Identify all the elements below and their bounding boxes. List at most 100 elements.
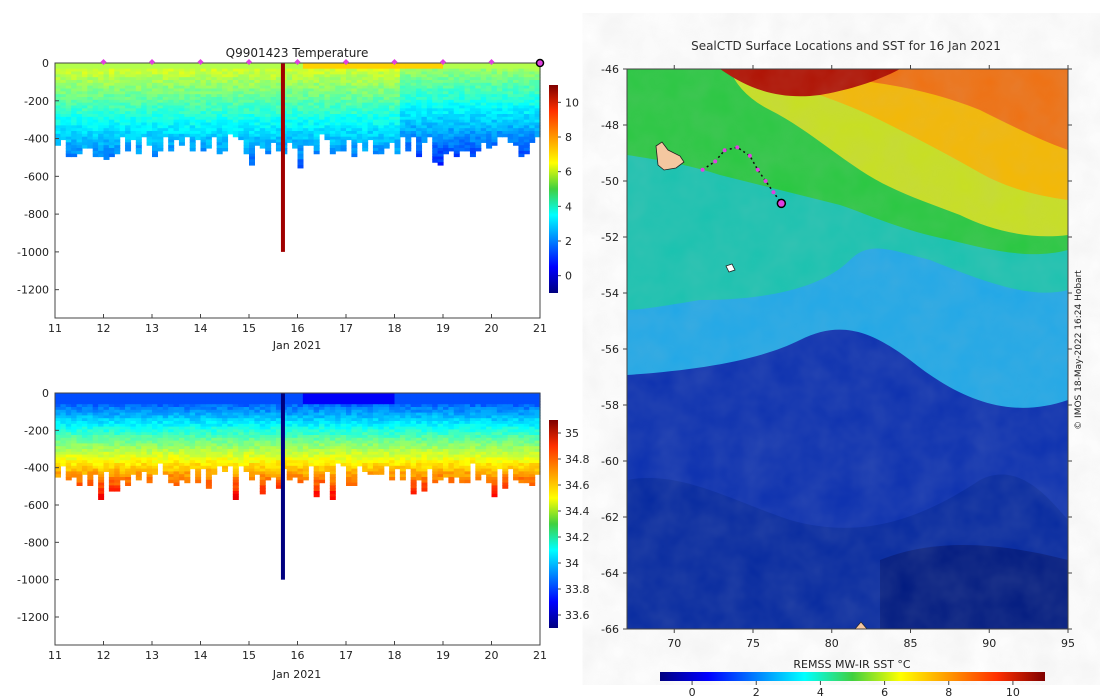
y-tick-label: -400 (24, 133, 49, 146)
section-cell (335, 97, 342, 101)
section-cell (178, 421, 185, 425)
section-cell (178, 474, 185, 478)
section-cell (340, 99, 347, 104)
section-cell (184, 108, 191, 112)
section-cell (389, 128, 396, 132)
section-cell (205, 465, 212, 470)
section-cell (432, 88, 439, 92)
section-cell (432, 479, 439, 484)
section-cell (92, 440, 99, 444)
section-cell (168, 97, 175, 101)
section-cell (141, 446, 148, 450)
section-cell (130, 412, 137, 416)
section-cell (184, 133, 191, 138)
section-cell (308, 460, 315, 464)
section-cell (346, 119, 352, 124)
section-cell (518, 63, 525, 67)
section-cell (254, 443, 261, 447)
section-cell (125, 435, 132, 439)
section-cell (475, 125, 482, 129)
section-cell (313, 465, 320, 470)
section-cell (243, 465, 250, 470)
temperature-title: Q9901423 Temperature (226, 46, 369, 60)
section-cell (232, 77, 239, 81)
section-cell (71, 440, 78, 444)
section-cell (87, 432, 94, 436)
section-cell (416, 116, 423, 121)
section-cell (189, 65, 196, 70)
section-cell (340, 443, 347, 447)
section-cell (491, 108, 498, 112)
section-cell (313, 102, 320, 107)
section-cell (437, 451, 444, 456)
section-cell (211, 99, 218, 104)
section-cell (437, 449, 444, 453)
section-cell (227, 407, 234, 411)
section-cell (308, 77, 315, 81)
section-cell (486, 65, 493, 70)
section-cell (329, 409, 336, 414)
section-cell (146, 404, 153, 408)
section-cell (362, 122, 369, 126)
section-cell (399, 65, 406, 70)
section-cell (173, 457, 180, 461)
section-cell (367, 77, 374, 81)
section-cell (372, 63, 379, 67)
section-cell (426, 415, 433, 419)
section-cell (178, 477, 185, 481)
section-cell (389, 426, 396, 430)
section-cell (108, 395, 115, 400)
section-cell (421, 65, 428, 70)
section-cell (232, 449, 239, 453)
section-cell (87, 108, 94, 112)
section-cell (243, 105, 250, 109)
section-cell (378, 465, 385, 470)
section-cell (378, 457, 385, 461)
section-cell (399, 71, 406, 75)
section-cell (356, 401, 363, 405)
section-cell (319, 102, 326, 107)
section-cell (135, 435, 142, 439)
section-cell (108, 77, 115, 81)
section-cell (432, 468, 439, 472)
section-cell (437, 429, 444, 433)
section-cell (443, 474, 449, 478)
section-cell (437, 435, 444, 439)
section-cell (416, 139, 423, 143)
section-cell (87, 119, 94, 124)
section-cell (340, 437, 347, 442)
section-cell (486, 99, 493, 104)
section-cell (98, 496, 105, 500)
section-cell (270, 415, 277, 419)
section-cell (238, 451, 245, 456)
section-cell (55, 418, 61, 422)
section-cell (421, 80, 428, 84)
section-cell (92, 468, 99, 472)
section-cell (308, 122, 315, 126)
section-cell (65, 88, 72, 92)
section-cell (173, 409, 180, 414)
section-cell (405, 99, 412, 104)
section-cell (168, 116, 175, 121)
section-cell (302, 457, 309, 461)
section-cell (130, 446, 137, 450)
section-cell (286, 139, 293, 143)
section-cell (351, 150, 358, 155)
section-cell (125, 114, 132, 118)
section-cell (410, 80, 417, 84)
section-cell (297, 77, 304, 81)
section-cell (362, 451, 369, 456)
section-cell (173, 80, 180, 84)
section-cell (367, 443, 374, 447)
section-cell (146, 74, 153, 78)
section-cell (71, 63, 78, 67)
section-cell (173, 68, 180, 73)
section-cell (184, 429, 191, 433)
section-cell (448, 99, 455, 104)
section-cell (157, 68, 164, 73)
section-cell (275, 401, 282, 405)
section-cell (491, 131, 498, 135)
section-cell (189, 421, 196, 425)
section-cell (227, 71, 234, 75)
section-cell (270, 71, 277, 75)
